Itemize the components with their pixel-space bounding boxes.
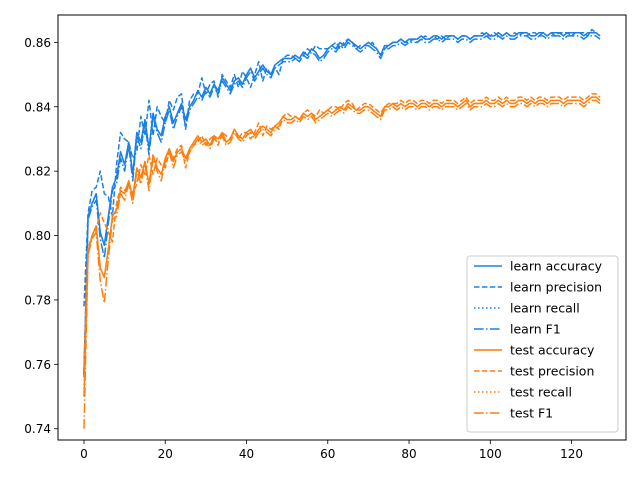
legend-frame: [466, 255, 619, 433]
x-tick-label: 100: [479, 447, 502, 461]
y-axis: 0.74 0.76 0.78 0.80 0.82 0.84 0.86: [24, 36, 58, 436]
legend-label: test accuracy: [510, 343, 595, 358]
y-tick-label: 0.80: [24, 229, 51, 243]
legend-label: learn precision: [510, 280, 602, 295]
y-tick-label: 0.74: [24, 422, 51, 436]
x-tick-label: 60: [320, 447, 335, 461]
y-tick-label: 0.84: [24, 100, 51, 114]
x-tick-label: 80: [401, 447, 416, 461]
legend-label: learn accuracy: [510, 259, 603, 274]
x-tick-label: 20: [158, 447, 173, 461]
series-layer: [83, 28, 601, 429]
y-tick-label: 0.82: [24, 165, 51, 179]
series-line-test-recall: [83, 96, 601, 397]
series-line-learn-precision: [83, 28, 601, 307]
legend-label: test F1: [510, 406, 553, 421]
x-tick-label: 120: [560, 447, 583, 461]
x-axis: 0 20 40 60 80 100 120: [80, 440, 583, 461]
legend-label: test precision: [510, 364, 594, 379]
series-line-test-f1: [83, 99, 601, 429]
plot-area-frame: [57, 14, 627, 441]
x-tick-label: 40: [239, 447, 254, 461]
series-line-learn-f1: [83, 35, 601, 378]
series-line-learn-recall: [83, 31, 601, 375]
y-tick-label: 0.76: [24, 358, 51, 372]
legend-label: learn recall: [510, 301, 580, 316]
x-tick-label: 0: [80, 447, 88, 461]
y-tick-label: 0.86: [24, 36, 51, 50]
y-tick-label: 0.78: [24, 293, 51, 307]
legend-label: test recall: [510, 385, 572, 400]
legend-label: learn F1: [510, 322, 561, 337]
legend: learn accuracy learn precision learn recal…: [466, 255, 619, 433]
